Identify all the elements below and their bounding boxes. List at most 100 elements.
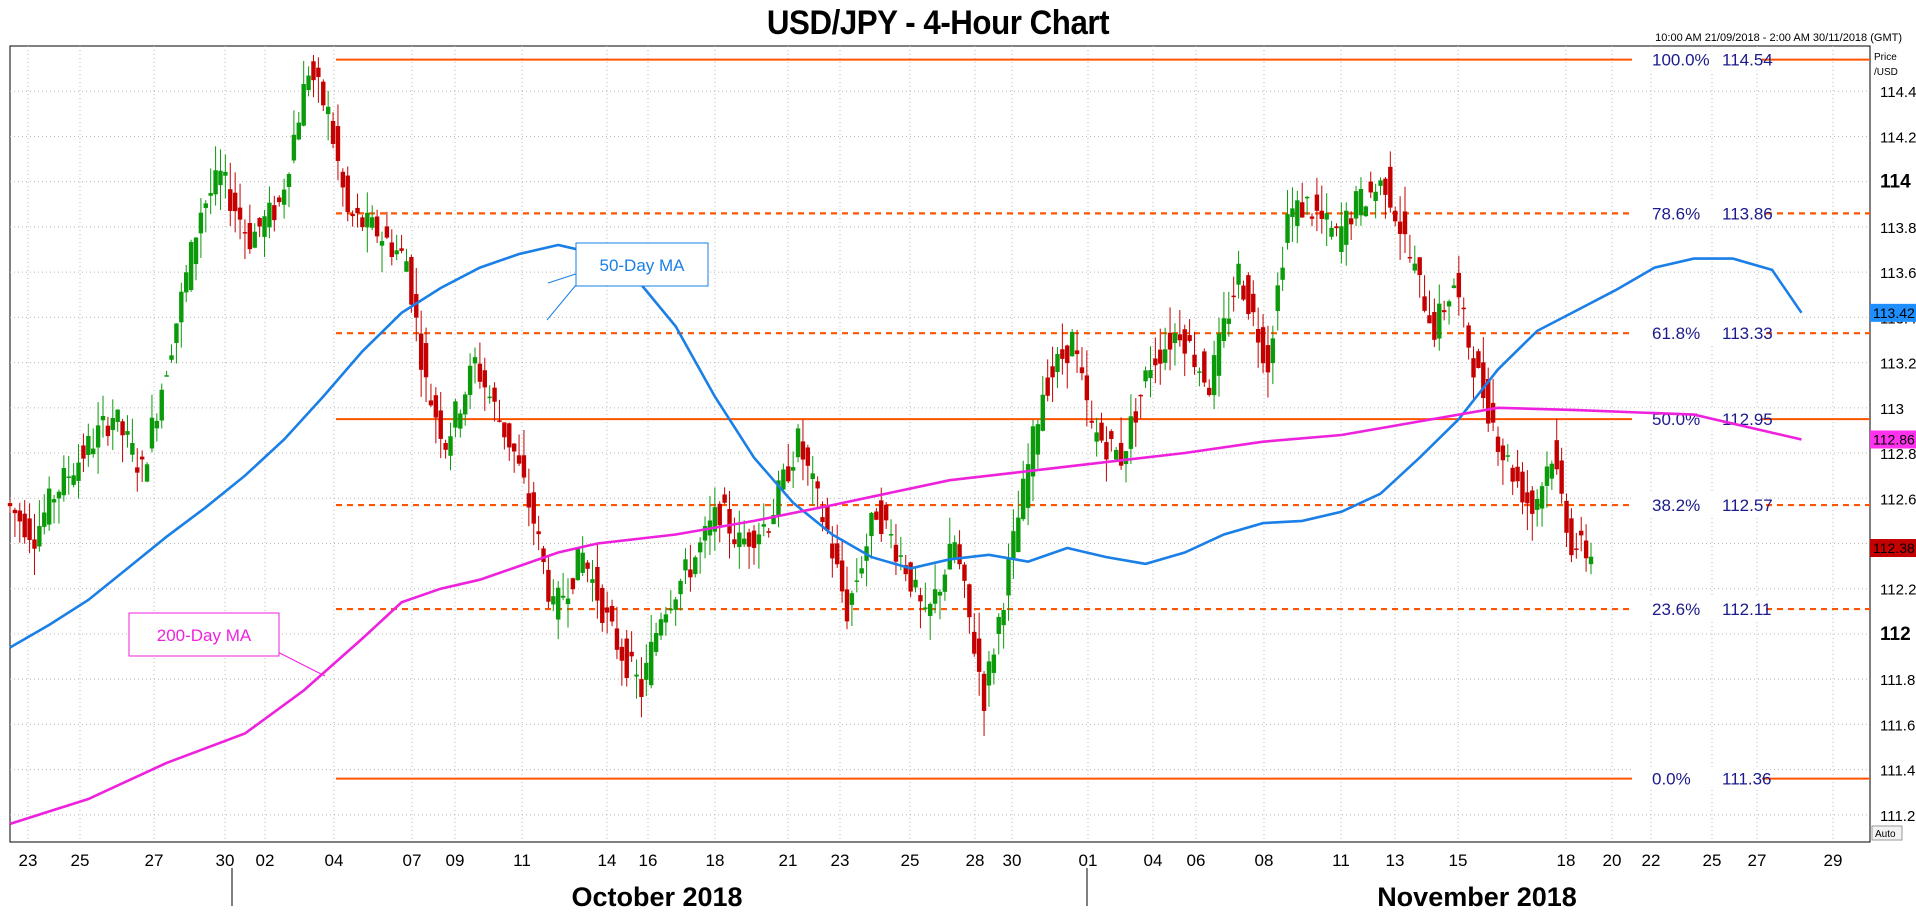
- candle-body: [247, 223, 253, 250]
- candle-body: [634, 674, 639, 677]
- candle-body: [918, 595, 923, 602]
- candle-body: [477, 363, 483, 382]
- candle-body: [1314, 194, 1320, 211]
- candle-body: [536, 531, 541, 535]
- candle-body: [1393, 210, 1398, 222]
- candle-body: [467, 365, 473, 395]
- date-range-label: 10:00 AM 21/09/2018 - 2:00 AM 30/11/2018…: [1655, 32, 1902, 44]
- candle-body: [849, 593, 855, 605]
- candle-body: [1079, 367, 1085, 374]
- candle-body: [379, 241, 385, 246]
- x-tick-label: 23: [831, 851, 850, 870]
- candle-body: [223, 171, 228, 176]
- candle-body: [1530, 490, 1535, 514]
- candle-body: [1490, 402, 1496, 423]
- y-tick-label: 113.8: [1880, 220, 1916, 237]
- candle-body: [595, 566, 600, 601]
- candle-body: [125, 431, 130, 435]
- candle-body: [732, 539, 737, 545]
- candle-body: [1138, 394, 1143, 397]
- candle-body: [507, 423, 512, 448]
- candle-body: [575, 548, 580, 581]
- candle-body: [1162, 349, 1168, 363]
- candle-body: [1534, 498, 1540, 510]
- candle-body: [986, 661, 992, 686]
- y-tick-label: 112.2: [1880, 582, 1916, 599]
- candle-body: [839, 560, 845, 592]
- candle-body: [335, 125, 341, 161]
- candle-body: [1280, 267, 1285, 280]
- candle-body: [1309, 216, 1315, 219]
- candle-body: [66, 476, 71, 479]
- candle-body: [810, 473, 815, 479]
- candle-body: [262, 216, 267, 237]
- candle-body: [521, 455, 527, 478]
- candle-body: [91, 448, 96, 455]
- candle-body: [1055, 353, 1060, 372]
- candle-body: [1446, 301, 1452, 307]
- candle-body: [1300, 202, 1305, 218]
- candle-body: [1065, 345, 1070, 364]
- candle-body: [1339, 226, 1344, 252]
- candle-body: [56, 491, 62, 499]
- price-tag-label: 113.42: [1873, 305, 1915, 321]
- candle-body: [932, 589, 938, 604]
- candle-body: [1481, 362, 1486, 399]
- candle-body: [42, 512, 47, 527]
- candle-body: [624, 638, 629, 678]
- candle-body: [428, 400, 434, 406]
- candle-body: [609, 605, 615, 622]
- candle-body: [693, 557, 698, 575]
- candle-body: [879, 500, 884, 535]
- candle-body: [565, 598, 571, 605]
- candle-body: [404, 261, 409, 272]
- x-tick-label: 15: [1449, 851, 1468, 870]
- candle-body: [394, 250, 399, 255]
- fib-label-bg: [1632, 48, 1762, 71]
- candle-body: [1030, 426, 1036, 477]
- candle-body: [1417, 257, 1422, 276]
- candle-body: [1383, 178, 1388, 195]
- candle-body: [1451, 285, 1457, 289]
- candle-body: [976, 638, 982, 672]
- chart-title: USD/JPY - 4-Hour Chart: [766, 4, 1110, 42]
- candle-body: [526, 493, 532, 508]
- candle-body: [110, 417, 115, 431]
- candle-body: [443, 443, 448, 450]
- candle-body: [472, 357, 478, 364]
- candle-body: [1432, 311, 1437, 340]
- candle-body: [835, 543, 840, 565]
- candle-body: [888, 534, 894, 536]
- candle-body: [169, 355, 174, 360]
- candle-body: [1344, 210, 1349, 245]
- candle-body: [184, 272, 189, 293]
- candle-body: [1001, 610, 1006, 626]
- candle-body: [1505, 455, 1510, 457]
- candle-body: [766, 531, 771, 533]
- candle-body: [1588, 556, 1594, 565]
- ma-200-annotation-box: [128, 612, 280, 657]
- candle-body: [1221, 318, 1227, 342]
- candle-body: [409, 257, 414, 305]
- candle-body: [1202, 351, 1207, 383]
- candle-body: [316, 67, 321, 78]
- candle-body: [311, 61, 316, 81]
- x-tick-label: 11: [1332, 851, 1350, 870]
- fib-level-label: 61.8%: [1652, 324, 1700, 343]
- fib-level-value: 112.11: [1722, 600, 1771, 619]
- y-tick-label: 111.8: [1880, 672, 1915, 689]
- candle-body: [95, 425, 101, 448]
- candle-body: [1089, 420, 1094, 423]
- candle-body: [1559, 460, 1564, 494]
- candle-body: [756, 534, 762, 545]
- candle-body: [781, 469, 786, 490]
- fib-level-label: 100.0%: [1652, 51, 1710, 70]
- x-tick-label: 28: [966, 851, 985, 870]
- candle-body: [502, 422, 507, 438]
- candle-body: [1016, 517, 1021, 553]
- candle-body: [193, 237, 199, 264]
- x-tick-label: 25: [901, 851, 920, 870]
- candle-body: [1544, 466, 1550, 486]
- ma-50-annotation-box: [575, 242, 709, 287]
- candle-body: [742, 538, 747, 545]
